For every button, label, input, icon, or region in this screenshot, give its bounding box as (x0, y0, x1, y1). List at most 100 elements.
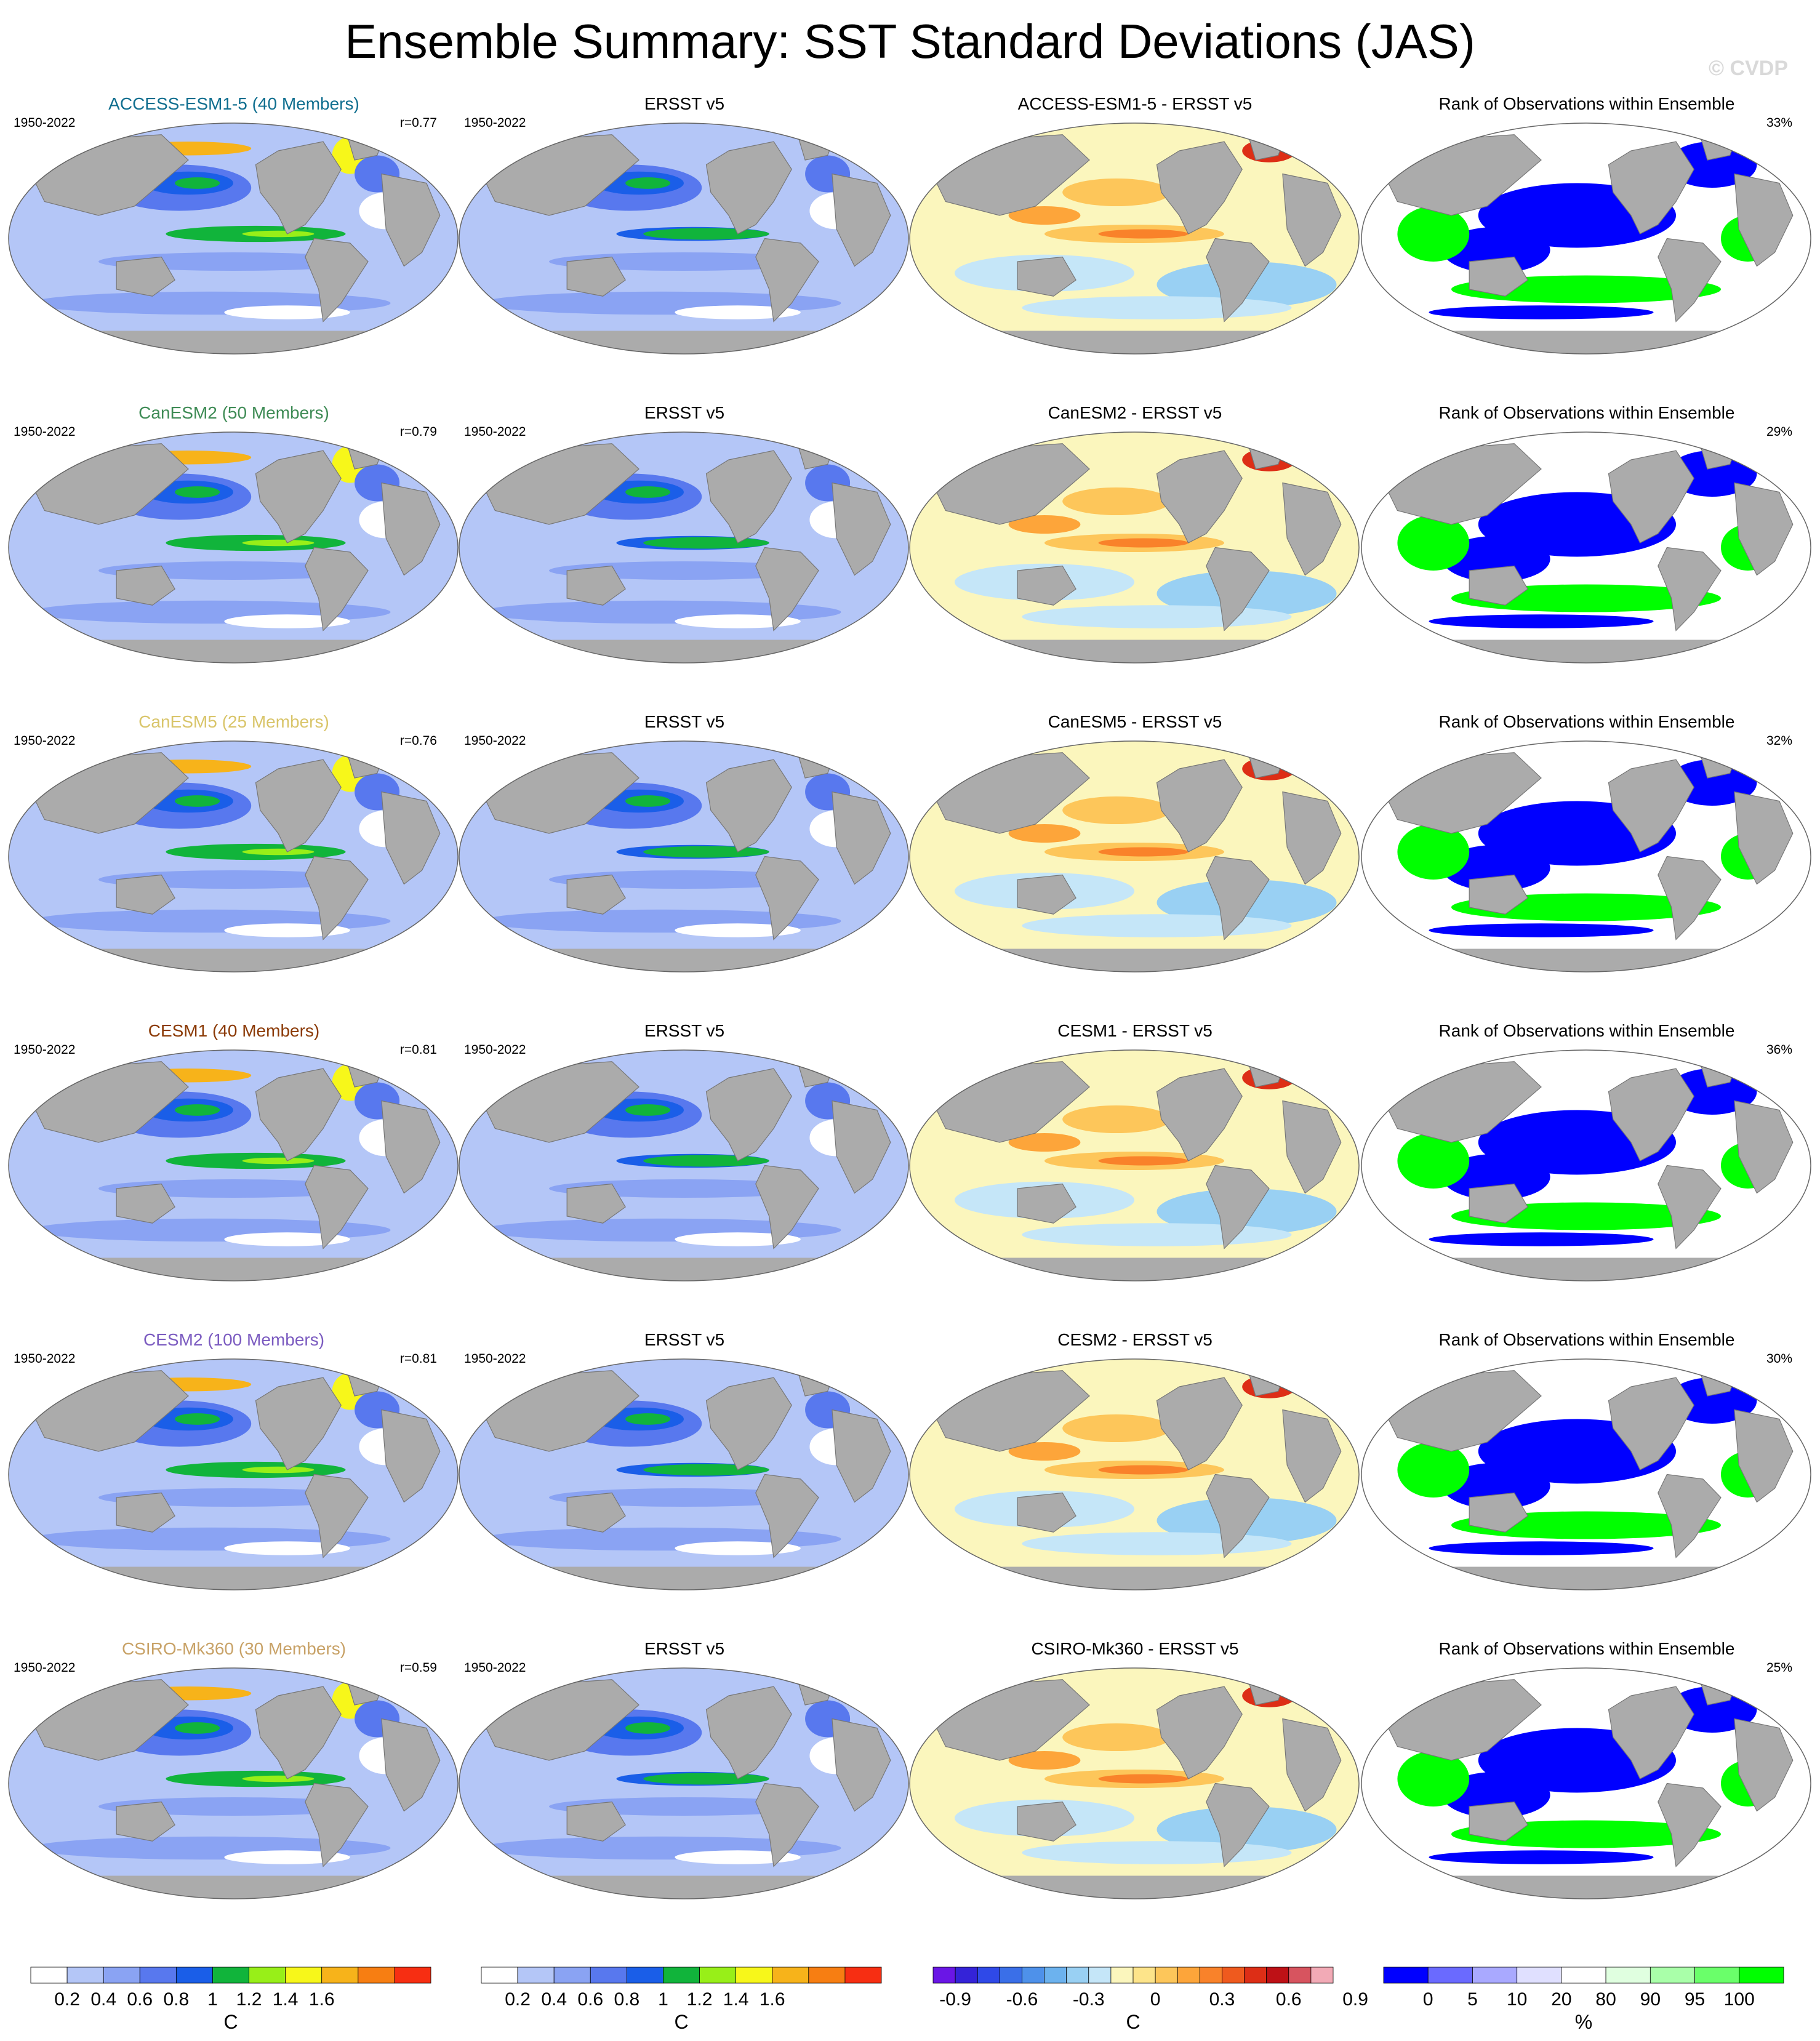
colorbar-swatch (844, 1967, 882, 1984)
land-mass (1658, 1474, 1722, 1558)
obs-panel-title: ERSST v5 (644, 712, 724, 731)
colorbar-sst-std: 0.2 0.4 0.6 0.8 1 1.2 1.4 1.6 C (30, 1967, 431, 2033)
colorbar-swatch (1266, 1967, 1289, 1984)
antarctica (9, 948, 458, 972)
colorbar-unit-label: C (674, 2011, 688, 2033)
antarctica (459, 948, 908, 972)
land-mass (1734, 482, 1794, 576)
colorbar-swatch (1694, 1967, 1740, 1984)
land-mass (832, 173, 891, 267)
land-mass (1156, 141, 1243, 235)
land-mass (1206, 856, 1270, 940)
field-contour (1008, 515, 1081, 534)
period-label: 1950-2022 (14, 1043, 75, 1057)
map-frame (459, 1667, 909, 1899)
field-contour (224, 614, 350, 628)
map-frame (909, 122, 1360, 355)
land-mass (755, 1782, 819, 1867)
field-contour (175, 1722, 220, 1734)
colorbar-swatch (1199, 1967, 1222, 1984)
land-mass (1156, 450, 1243, 543)
land-mass (1658, 856, 1722, 940)
colorbar-swatch (1177, 1967, 1200, 1984)
antarctica (1361, 331, 1811, 354)
colorbar-swatch (175, 1967, 213, 1984)
land-mass (1206, 238, 1270, 323)
obs-std-map (459, 123, 908, 354)
colorbar-tick-label: 0 (1150, 1989, 1161, 2010)
field-contour (175, 1104, 220, 1116)
land-mass (381, 1718, 441, 1812)
colorbar-swatch (517, 1967, 555, 1984)
pattern-correlation-label: r=0.77 (400, 116, 437, 130)
obs-std-map (459, 1050, 908, 1281)
colorbar-tick-label: 0.6 (1276, 1989, 1302, 2010)
rank-percent-label: 36% (1766, 1043, 1792, 1057)
land-mass (832, 482, 891, 576)
field-contour (625, 486, 671, 498)
land-mass (1156, 1377, 1243, 1470)
land-mass (1017, 256, 1076, 297)
antarctica (1361, 640, 1811, 663)
obs-std-map (459, 1668, 908, 1899)
colorbar-tick-label: -0.3 (1073, 1989, 1105, 2010)
map-frame (1361, 1049, 1811, 1281)
rank-map (1361, 741, 1811, 972)
colorbar-swatch (139, 1967, 177, 1984)
land-mass (832, 791, 891, 885)
map-frame (8, 122, 459, 355)
map-frame (909, 1667, 1360, 1899)
land-mass (255, 450, 342, 543)
field-contour (1098, 229, 1189, 239)
colorbar-swatch (932, 1967, 956, 1984)
field-contour (1022, 1532, 1292, 1555)
colorbar-swatch (955, 1967, 978, 1984)
field-contour (242, 539, 315, 547)
page-title: Ensemble Summary: SST Standard Deviation… (345, 14, 1475, 68)
field-contour (1062, 796, 1171, 824)
land-mass (305, 1782, 369, 1867)
land-mass (116, 1492, 175, 1533)
field-contour (224, 1850, 350, 1864)
period-label: 1950-2022 (464, 734, 526, 748)
colorbar-swatch (1310, 1967, 1334, 1984)
period-label: 1950-2022 (464, 1661, 526, 1675)
land-mass (255, 1686, 342, 1779)
colorbar-tick-label: 1.2 (687, 1989, 713, 2010)
field-contour (1429, 923, 1654, 937)
colorbar-tick-label: 0.8 (614, 1989, 640, 2010)
colorbar-tick-label: 1.4 (273, 1989, 299, 2010)
map-frame (909, 740, 1360, 972)
colorbar-swatch (1110, 1967, 1134, 1984)
period-label: 1950-2022 (464, 1043, 526, 1057)
land-mass (705, 1377, 792, 1470)
field-contour (1062, 1723, 1171, 1751)
period-label: 1950-2022 (14, 1352, 75, 1366)
land-mass (1017, 1801, 1076, 1842)
colorbar-tick-label: 0 (1423, 1989, 1433, 2010)
colorbar-tick-label: 0.4 (541, 1989, 567, 2010)
map-frame (8, 431, 459, 664)
land-mass (1608, 141, 1694, 235)
land-mass (255, 1068, 342, 1161)
diff-panel-title: CESM1 - ERSST v5 (1057, 1021, 1213, 1040)
map-frame (459, 740, 909, 972)
obs-panel-title: ERSST v5 (644, 94, 724, 113)
colorbar-swatch (1022, 1967, 1044, 1984)
field-contour (175, 1413, 220, 1425)
antarctica (910, 1257, 1359, 1281)
antarctica (459, 1875, 908, 1899)
obs-std-map (459, 1359, 908, 1590)
field-contour (1008, 1133, 1081, 1152)
diff-panel-title: CanESM2 - ERSST v5 (1048, 403, 1222, 422)
difference-map (910, 1359, 1359, 1590)
field-contour (675, 1232, 801, 1246)
colorbar-swatch (808, 1967, 846, 1984)
land-mass (1658, 1165, 1722, 1249)
field-contour (175, 486, 220, 498)
field-contour (1062, 487, 1171, 515)
antarctica (910, 1566, 1359, 1590)
land-mass (1608, 1068, 1694, 1161)
land-mass (566, 874, 626, 915)
field-contour (625, 1104, 671, 1116)
